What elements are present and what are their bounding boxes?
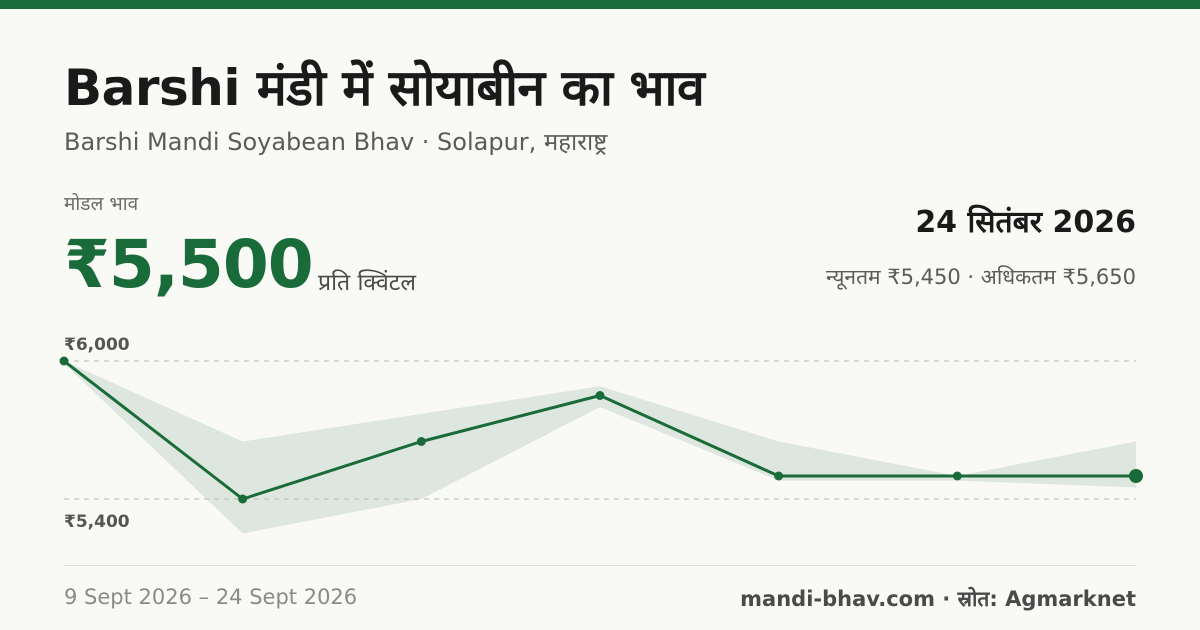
top-accent-bar	[0, 0, 1200, 9]
source-credit: mandi-bhav.com · स्रोत: Agmarknet	[740, 587, 1136, 611]
data-point	[238, 494, 248, 504]
y-tick-label: ₹5,400	[64, 512, 130, 532]
page-subtitle: Barshi Mandi Soyabean Bhav · Solapur, मह…	[64, 128, 608, 156]
page-title: Barshi मंडी में सोयाबीन का भाव	[64, 59, 705, 117]
model-price-label: मोडल भाव	[64, 193, 139, 215]
data-point	[774, 471, 784, 481]
date-range: 9 Sept 2026 – 24 Sept 2026	[64, 585, 358, 609]
data-point	[595, 391, 605, 400]
data-point	[416, 437, 426, 446]
model-price-value: ₹5,500	[64, 226, 314, 303]
price-date: 24 सितंबर 2026	[915, 205, 1136, 240]
data-point	[952, 471, 962, 481]
min-max-price: न्यूनतम ₹5,450 · अधिकतम ₹5,650	[826, 265, 1136, 289]
data-point	[59, 356, 69, 366]
data-point	[1129, 469, 1143, 483]
price-unit: प्रति क्विंटल	[318, 270, 416, 296]
footer-divider	[64, 565, 1136, 566]
y-tick-label: ₹6,000	[64, 335, 130, 355]
price-range-band	[64, 361, 1136, 534]
